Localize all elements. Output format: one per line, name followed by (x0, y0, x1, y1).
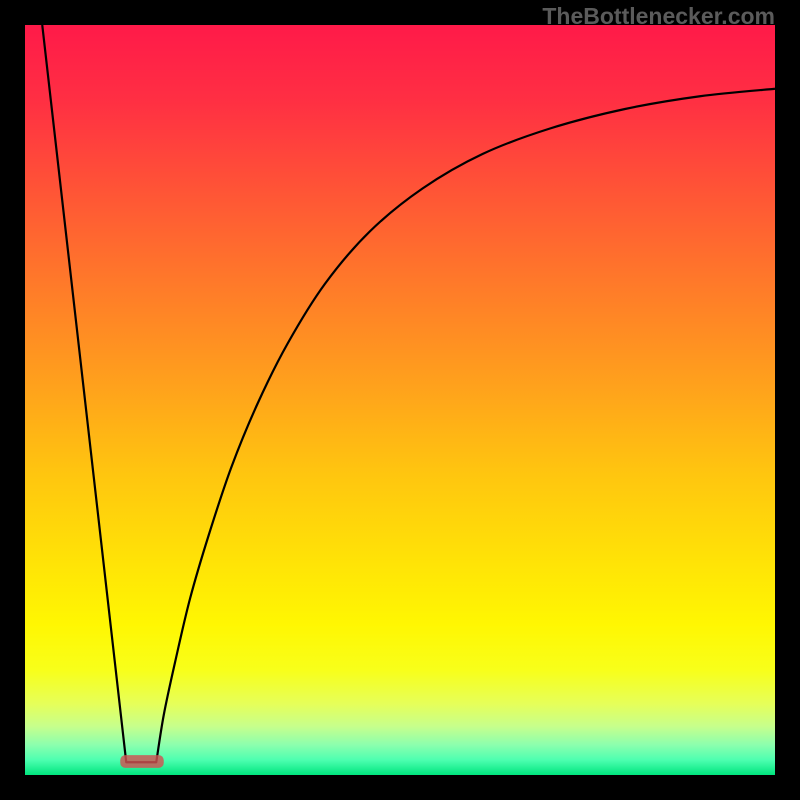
bottleneck-chart (0, 0, 800, 800)
optimum-marker (120, 755, 164, 768)
gradient-background (25, 25, 775, 775)
chart-frame: TheBottlenecker.com (0, 0, 800, 800)
watermark-text: TheBottlenecker.com (542, 3, 775, 30)
